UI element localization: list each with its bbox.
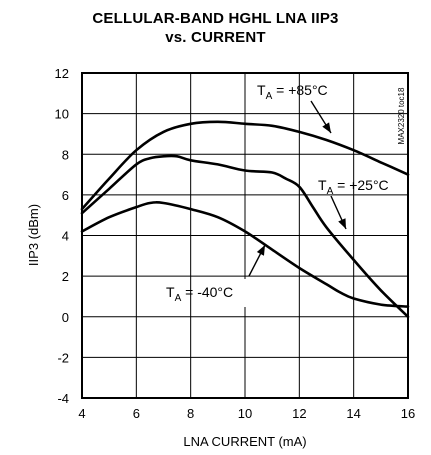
x-tick-label: 16 [401, 406, 415, 421]
annotations: TA = +85°C TA = +25°C TA = -40°C [166, 82, 389, 307]
x-tick-label: 10 [238, 406, 252, 421]
axis-ticks: 4 6 8 10 12 14 16 -4 -2 0 2 4 6 8 10 12 [55, 66, 416, 421]
x-axis-label: LNA CURRENT (mA) [183, 434, 306, 449]
label-ta-minus40c: TA = -40°C [166, 284, 233, 304]
x-tick-label: 6 [133, 406, 140, 421]
y-tick-label: -2 [57, 350, 69, 365]
x-tick-label: 12 [292, 406, 306, 421]
curves [80, 120, 410, 319]
label-ta-85c: TA = +85°C [257, 82, 328, 102]
plot-frame [81, 72, 409, 399]
x-tick-label: 4 [78, 406, 85, 421]
chart-title-line-2: vs. CURRENT [165, 29, 266, 46]
y-tick-label: 10 [55, 107, 69, 122]
arrow-minus40c-head [256, 245, 265, 256]
y-tick-label: 8 [62, 147, 69, 162]
y-axis-label: IIP3 (dBm) [26, 204, 41, 266]
grid [81, 72, 409, 399]
y-tick-label: 6 [62, 188, 69, 203]
curve-ta-minus40c [80, 201, 410, 308]
curve-ta-85c [80, 120, 410, 211]
y-tick-label: 0 [62, 310, 69, 325]
label-ta-25c: TA = +25°C [318, 177, 389, 197]
y-tick-label: 12 [55, 66, 69, 81]
curve-ta-25c [80, 154, 410, 319]
figure-id: MAX2320 toc18 [397, 87, 406, 144]
x-tick-label: 8 [187, 406, 194, 421]
y-tick-label: 2 [62, 269, 69, 284]
label-background-minus40c [200, 279, 280, 307]
y-tick-label: 4 [62, 229, 69, 244]
arrow-85c-head [322, 122, 331, 133]
y-tick-label: -4 [57, 391, 69, 406]
chart-title-line-1: CELLULAR-BAND HGHL LNA IIP3 [92, 10, 339, 27]
x-tick-label: 14 [346, 406, 360, 421]
arrow-25c-head [338, 218, 346, 229]
